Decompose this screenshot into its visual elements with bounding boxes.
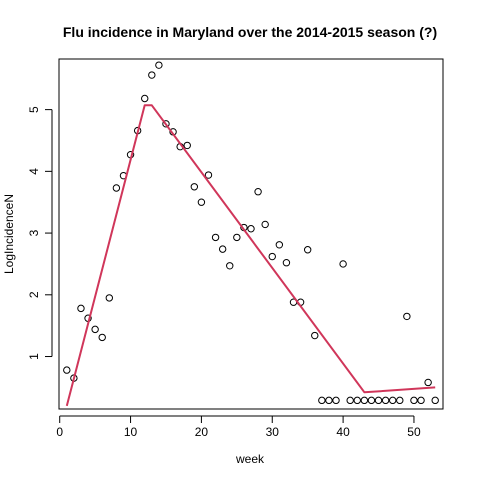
data-point	[261, 220, 269, 229]
data-point	[374, 396, 383, 405]
data-point	[77, 304, 85, 313]
y-tick-label: 2	[27, 291, 41, 298]
y-tick-label: 3	[27, 229, 41, 236]
data-point	[105, 294, 114, 302]
chart-title: Flu incidence in Maryland over the 2014-…	[63, 24, 437, 40]
data-point	[318, 396, 326, 405]
x-tick-label: 50	[407, 425, 421, 439]
data-point	[226, 262, 234, 270]
data-point	[367, 396, 376, 405]
data-point	[141, 94, 149, 103]
x-tick-label: 30	[266, 425, 280, 439]
data-point	[204, 171, 213, 179]
axes: 0 10 20 30 40 50 1 2 3 4 5	[27, 58, 444, 439]
plot-area	[63, 61, 439, 407]
data-point	[424, 378, 432, 387]
data-point	[275, 241, 284, 249]
x-tick-label: 0	[56, 425, 63, 439]
data-point	[268, 252, 276, 261]
data-point	[353, 396, 361, 405]
data-point	[410, 396, 418, 405]
data-point	[325, 396, 333, 405]
data-point	[346, 396, 354, 405]
data-point	[148, 71, 156, 79]
data-point	[197, 198, 206, 206]
data-point	[98, 333, 106, 342]
data-point	[233, 233, 241, 242]
data-point	[211, 233, 220, 242]
data-point	[360, 396, 369, 405]
data-point	[339, 260, 347, 268]
x-axis-label: week	[235, 452, 265, 466]
x-tick-label: 10	[124, 425, 138, 439]
data-point	[63, 366, 71, 374]
y-tick-label: 1	[27, 353, 41, 360]
data-point	[417, 396, 425, 405]
x-tick-label: 20	[195, 425, 209, 439]
data-point	[218, 245, 227, 253]
data-point	[431, 396, 439, 405]
y-tick-label: 5	[27, 106, 41, 113]
fit-line	[65, 104, 436, 407]
data-point	[190, 183, 199, 191]
y-tick-label: 4	[27, 168, 41, 175]
data-point	[311, 331, 319, 340]
y-axis-label: LogIncidenceN	[2, 194, 16, 274]
data-point	[282, 259, 291, 267]
plot-frame	[58, 58, 444, 410]
data-point	[254, 188, 262, 196]
data-point	[381, 396, 390, 405]
x-tick-label: 40	[336, 425, 350, 439]
data-point	[403, 312, 411, 321]
data-point	[183, 141, 191, 150]
data-point	[332, 396, 340, 405]
data-point	[396, 396, 404, 405]
data-point	[112, 184, 121, 192]
data-point	[155, 61, 163, 69]
data-point	[91, 325, 99, 334]
data-point	[247, 225, 255, 233]
data-point	[162, 120, 170, 128]
data-point	[388, 396, 397, 405]
data-point	[303, 246, 312, 254]
